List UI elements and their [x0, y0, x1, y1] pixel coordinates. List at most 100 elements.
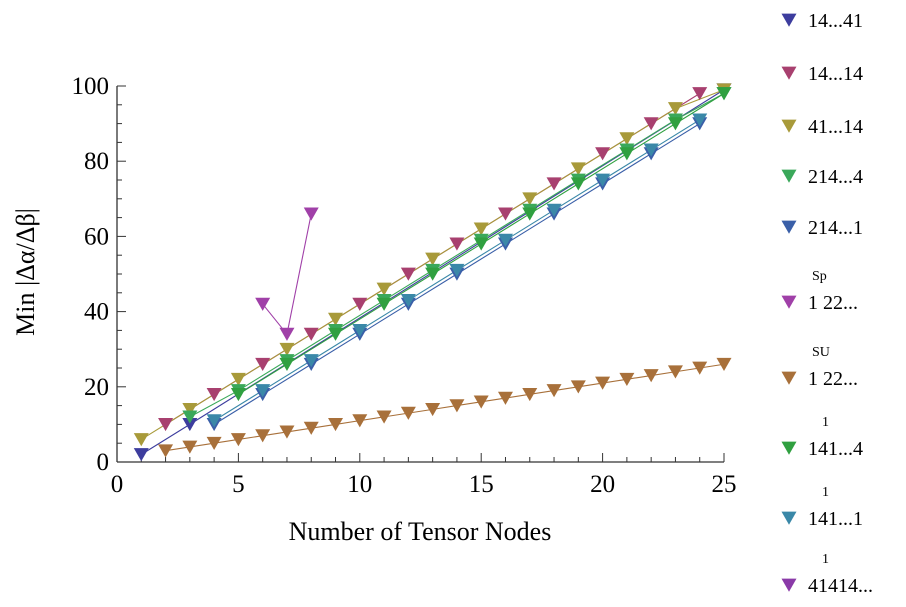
data-point-1 [158, 418, 174, 432]
data-point-6 [255, 429, 271, 443]
legend-label-0: 14...41 [808, 10, 863, 32]
data-point-2 [522, 192, 538, 206]
data-point-6 [595, 376, 611, 390]
legend-superscript-7: 1 [822, 415, 829, 430]
data-point-8 [303, 354, 319, 368]
x-ticks: 0 5 10 15 20 25 [111, 453, 737, 498]
y-tick-label: 40 [84, 299, 109, 326]
legend-marker-4 [781, 220, 797, 234]
data-point-8 [449, 263, 465, 277]
data-point-2 [425, 252, 441, 266]
data-point-6 [303, 421, 319, 435]
data-point-7 [473, 237, 489, 251]
data-point-6 [182, 440, 198, 454]
plot-area: 0 5 10 15 20 25 0 20 40 60 80 100 [72, 73, 737, 498]
data-point-6 [546, 384, 562, 398]
data-point-8 [497, 233, 513, 247]
data-point-1 [400, 267, 416, 281]
data-point-1 [303, 327, 319, 341]
data-point-2 [279, 342, 295, 356]
data-point-6 [716, 357, 732, 371]
legend-superscript-6: SU [812, 345, 830, 360]
data-point-8 [206, 414, 222, 428]
x-tick-label: 25 [712, 471, 737, 498]
data-point-5 [303, 207, 319, 221]
data-point-1 [692, 87, 708, 101]
data-point-6 [400, 406, 416, 420]
legend-marker-1 [781, 66, 797, 80]
legend-superscript-8: 1 [822, 485, 829, 500]
x-tick-label: 20 [590, 471, 615, 498]
legend-marker-2 [781, 119, 797, 133]
data-point-6 [425, 402, 441, 417]
data-point-8 [400, 293, 416, 308]
data-point-6 [158, 444, 174, 458]
data-point-6 [376, 410, 392, 424]
series-line-3 [189, 93, 725, 418]
series-points [133, 83, 732, 462]
data-point-2 [570, 162, 586, 176]
data-point-6 [473, 395, 489, 409]
data-point-1 [206, 387, 222, 402]
x-tick-label: 10 [347, 471, 372, 498]
x-tick-label: 0 [111, 471, 124, 498]
data-point-7 [425, 267, 441, 281]
legend-superscript-5: Sp [812, 269, 827, 284]
data-point-1 [497, 207, 513, 221]
y-ticks: 0 20 40 60 80 100 [72, 73, 126, 476]
legend-label-1: 14...14 [808, 63, 863, 85]
data-point-2 [328, 312, 344, 326]
y-tick-label: 0 [97, 449, 110, 476]
data-point-3 [182, 410, 198, 424]
x-tick-label: 15 [469, 471, 494, 498]
series-line-6 [165, 363, 725, 452]
data-point-8 [546, 203, 562, 217]
legend-label-2: 41...14 [808, 116, 863, 138]
legend-marker-7 [781, 441, 797, 455]
data-point-6 [497, 391, 513, 405]
data-point-6 [570, 380, 586, 394]
legend-label-7: 141...4 [808, 438, 863, 460]
data-point-6 [279, 425, 295, 439]
data-point-1 [449, 237, 465, 251]
y-tick-label: 80 [84, 148, 109, 175]
data-point-7 [230, 387, 246, 402]
legend-label-9: 41414... [808, 575, 873, 597]
data-point-7 [619, 147, 635, 161]
x-axis-label: Number of Tensor Nodes [289, 517, 552, 546]
x-tick-label: 5 [232, 471, 245, 498]
data-point-7 [376, 297, 392, 311]
y-tick-label: 20 [84, 374, 109, 401]
data-point-6 [522, 387, 538, 402]
data-point-8 [643, 143, 659, 157]
legend-label-8: 141...1 [808, 508, 863, 530]
data-point-7 [279, 357, 295, 371]
legend-label-5: 1 22... [808, 292, 858, 314]
data-point-6 [643, 369, 659, 383]
data-point-8 [595, 173, 611, 187]
data-point-5 [255, 297, 271, 311]
data-point-2 [619, 132, 635, 146]
legend-marker-8 [781, 511, 797, 525]
data-point-7 [328, 327, 344, 341]
data-point-7 [716, 87, 732, 101]
data-point-6 [230, 433, 246, 447]
data-point-0 [133, 448, 149, 462]
data-point-6 [449, 399, 465, 413]
data-point-8 [692, 113, 708, 127]
data-point-6 [619, 372, 635, 387]
legend-marker-6 [781, 371, 797, 385]
legend-label-3: 214...4 [808, 166, 863, 188]
legend-superscript-9: 1 [822, 552, 829, 567]
data-point-6 [692, 361, 708, 375]
legend-label-6: 1 22... [808, 368, 858, 390]
y-axis-label: Min |Δα/Δβ| [11, 208, 40, 336]
data-point-0 [182, 418, 198, 432]
series-line-5 [262, 213, 312, 336]
data-point-1 [352, 297, 368, 311]
data-point-2 [133, 433, 149, 447]
legend-label-4: 214...1 [808, 217, 863, 239]
legend-marker-3 [781, 169, 797, 183]
data-point-6 [667, 365, 683, 379]
y-tick-label: 100 [72, 73, 110, 100]
